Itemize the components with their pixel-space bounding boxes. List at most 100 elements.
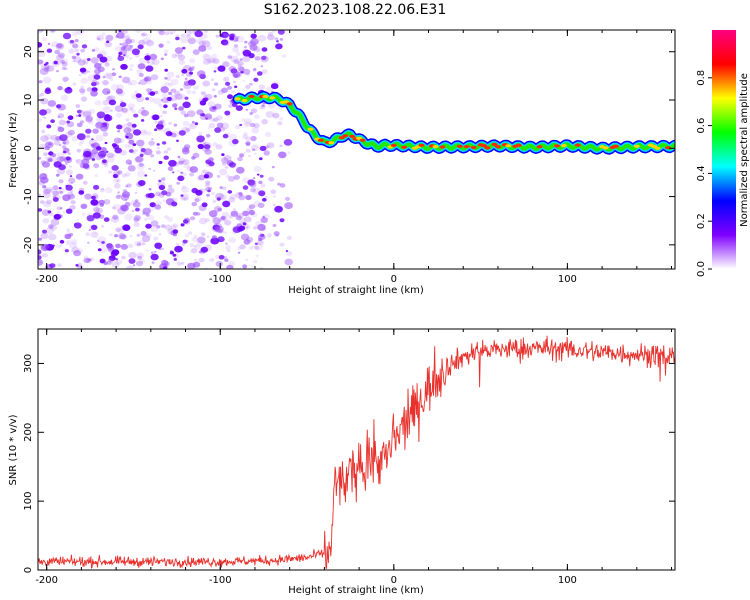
noise-speckle: [249, 204, 256, 210]
noise-speckle: [235, 35, 245, 43]
noise-speckle: [170, 89, 173, 92]
noise-speckle: [95, 121, 103, 127]
noise-speckle: [257, 223, 266, 231]
trace-peak: [248, 94, 255, 98]
noise-speckle: [213, 117, 219, 122]
noise-speckle: [129, 68, 133, 71]
noise-speckle: [73, 250, 81, 257]
noise-speckle: [202, 53, 211, 61]
noise-speckle: [255, 254, 259, 257]
noise-speckle: [172, 253, 177, 257]
noise-speckle: [214, 227, 221, 233]
noise-speckle: [108, 257, 114, 263]
noise-speckle: [129, 235, 133, 238]
noise-speckle: [70, 239, 78, 245]
noise-speckle: [57, 116, 61, 119]
noise-speckle: [80, 48, 86, 53]
noise-speckle: [119, 234, 127, 240]
noise-speckle: [83, 61, 89, 66]
noise-speckle: [111, 165, 119, 171]
noise-speckle: [118, 30, 122, 33]
noise-speckle: [197, 143, 204, 150]
noise-speckle: [210, 117, 216, 122]
noise-speckle: [83, 110, 92, 117]
noise-speckle: [163, 261, 170, 267]
noise-speckle: [80, 203, 88, 209]
spectrogram-ytick-label: 20: [23, 45, 34, 58]
noise-speckle: [56, 206, 62, 211]
noise-speckle: [50, 218, 60, 226]
noise-speckle: [193, 258, 198, 262]
noise-speckle: [145, 233, 152, 238]
noise-speckle: [180, 194, 184, 197]
noise-speckle: [53, 140, 61, 146]
noise-speckle: [148, 188, 152, 191]
noise-speckle: [138, 39, 146, 46]
noise-speckle: [72, 43, 79, 49]
noise-speckle: [122, 76, 131, 84]
noise-speckle: [199, 33, 208, 40]
noise-speckle: [102, 80, 109, 86]
noise-speckle: [211, 88, 216, 92]
noise-speckle: [258, 237, 263, 242]
noise-speckle: [215, 192, 224, 200]
noise-speckle: [45, 61, 49, 65]
trace-peak: [574, 143, 581, 147]
noise-speckle: [108, 99, 117, 106]
noise-speckle: [55, 244, 61, 249]
noise-speckle: [90, 199, 99, 206]
noise-speckle: [140, 109, 149, 117]
noise-speckle: [196, 38, 204, 44]
noise-speckle: [236, 246, 241, 251]
noise-speckle: [178, 160, 184, 165]
noise-speckle: [116, 179, 119, 182]
noise-speckle: [202, 141, 212, 149]
noise-speckle: [174, 102, 179, 106]
noise-speckle: [217, 207, 222, 212]
noise-speckle: [59, 156, 66, 162]
noise-speckle: [242, 177, 250, 183]
noise-speckle: [95, 154, 102, 161]
noise-speckle: [237, 156, 243, 162]
noise-speckle: [75, 114, 79, 118]
noise-speckle: [58, 119, 67, 126]
noise-speckle: [65, 208, 73, 214]
noise-speckle: [284, 202, 293, 210]
noise-speckle: [261, 55, 267, 61]
noise-speckle: [222, 200, 231, 208]
noise-speckle: [57, 103, 66, 111]
noise-speckle: [216, 115, 223, 121]
noise-speckle: [160, 86, 169, 93]
noise-speckle: [250, 265, 254, 268]
noise-speckle: [212, 199, 217, 204]
noise-speckle: [38, 253, 44, 259]
noise-speckle: [66, 242, 70, 245]
noise-speckle: [212, 142, 218, 147]
noise-speckle: [108, 255, 116, 261]
noise-speckle: [124, 132, 134, 140]
noise-speckle: [118, 233, 126, 240]
noise-speckle: [216, 122, 224, 128]
noise-speckle: [40, 92, 45, 97]
noise-speckle: [115, 259, 123, 265]
noise-speckle: [263, 150, 270, 156]
noise-speckle: [182, 146, 190, 153]
noise-speckle: [251, 212, 258, 218]
noise-speckle: [193, 234, 198, 239]
noise-speckle: [252, 47, 257, 51]
noise-speckle: [150, 88, 153, 91]
noise-speckle: [143, 148, 153, 156]
noise-speckle: [181, 243, 185, 246]
noise-speckle: [56, 211, 61, 214]
noise-speckle: [95, 146, 102, 151]
noise-speckle: [195, 189, 203, 196]
noise-speckle: [46, 65, 55, 72]
noise-speckle: [124, 34, 131, 40]
noise-speckle: [163, 150, 169, 154]
noise-speckle: [101, 225, 105, 228]
noise-speckle: [92, 194, 99, 200]
noise-speckle: [106, 40, 110, 44]
noise-speckle: [203, 174, 210, 179]
noise-speckle: [117, 191, 121, 194]
noise-speckle: [181, 68, 188, 74]
